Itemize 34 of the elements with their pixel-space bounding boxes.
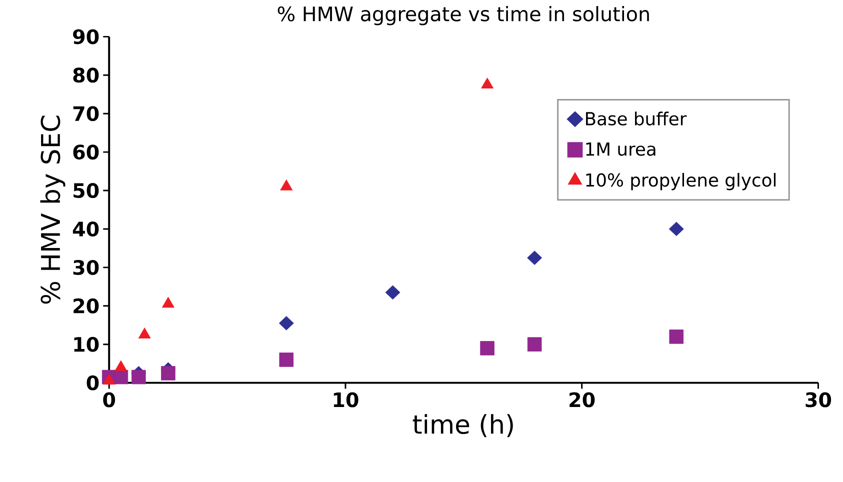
x-tick-label: 30 xyxy=(806,392,832,408)
point xyxy=(161,366,176,380)
x-tick-label: 0 xyxy=(103,392,116,408)
legend-label: 1M urea xyxy=(586,142,656,156)
point xyxy=(481,78,494,88)
point xyxy=(114,370,128,384)
y-tick-label: 10 xyxy=(74,336,99,352)
point xyxy=(527,337,542,352)
x-tick-label: 20 xyxy=(570,392,595,408)
y-tick-label: 30 xyxy=(73,260,99,275)
point xyxy=(279,352,294,367)
x-tick-label: 10 xyxy=(334,392,358,408)
y-axis-title: % HMV by SEC xyxy=(40,116,66,304)
x-axis-title: time (h) xyxy=(412,414,513,438)
y-tick-label: 20 xyxy=(74,298,99,314)
y-tick-label: 50 xyxy=(74,183,99,198)
y-tick-label: 90 xyxy=(73,29,99,44)
y-tick-label: 80 xyxy=(73,68,99,83)
y-tick-label: 60 xyxy=(73,144,99,160)
point xyxy=(385,285,400,300)
legend-label: Base buffer xyxy=(586,112,687,126)
point xyxy=(280,180,293,190)
y-tick-label: 40 xyxy=(72,221,99,236)
point xyxy=(132,370,146,384)
point xyxy=(162,296,174,308)
chart-title: % HMW aggregate vs time in solution xyxy=(278,6,649,26)
point xyxy=(527,250,542,265)
legend-label: 10% propylene glycol xyxy=(586,172,776,190)
point xyxy=(668,222,684,236)
point xyxy=(669,330,684,344)
point xyxy=(480,341,494,356)
y-tick-label: 0 xyxy=(86,375,99,390)
y-tick-label: 70 xyxy=(73,106,99,122)
point xyxy=(278,316,294,330)
